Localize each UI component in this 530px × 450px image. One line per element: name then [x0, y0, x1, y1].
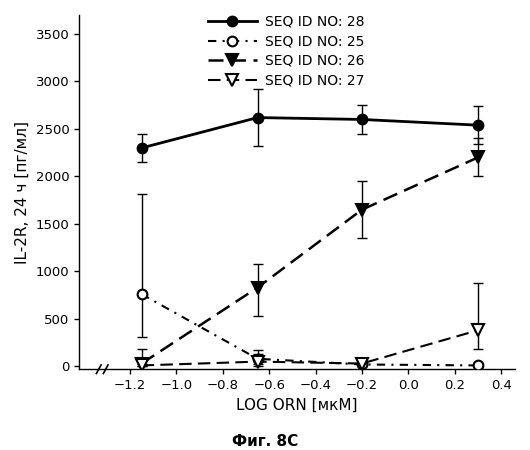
Text: Фиг. 8C: Фиг. 8C — [232, 433, 298, 449]
X-axis label: LOG ORN [мкМ]: LOG ORN [мкМ] — [236, 397, 358, 413]
Legend: SEQ ID NO: 28, SEQ ID NO: 25, SEQ ID NO: 26, SEQ ID NO: 27: SEQ ID NO: 28, SEQ ID NO: 25, SEQ ID NO:… — [208, 15, 365, 88]
Y-axis label: IL-2R, 24 ч [пг/мл]: IL-2R, 24 ч [пг/мл] — [15, 121, 30, 264]
